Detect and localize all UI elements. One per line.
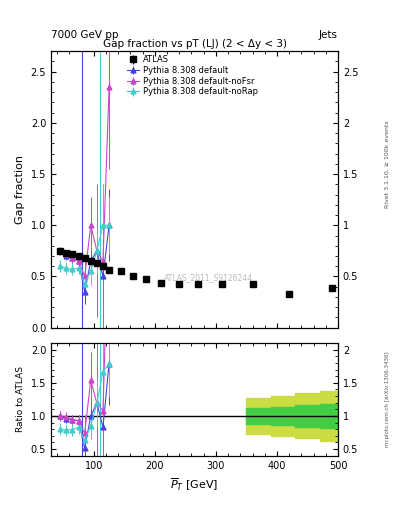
Text: Jets: Jets	[319, 30, 338, 40]
Legend: ATLAS, Pythia 8.308 default, Pythia 8.308 default-noFsr, Pythia 8.308 default-no: ATLAS, Pythia 8.308 default, Pythia 8.30…	[127, 55, 258, 96]
Y-axis label: Gap fraction: Gap fraction	[15, 155, 25, 224]
Y-axis label: Ratio to ATLAS: Ratio to ATLAS	[16, 367, 25, 432]
Text: Rivet 3.1.10, ≥ 100k events: Rivet 3.1.10, ≥ 100k events	[385, 120, 389, 208]
Title: Gap fraction vs pT (LJ) (2 < Δy < 3): Gap fraction vs pT (LJ) (2 < Δy < 3)	[103, 39, 286, 49]
Text: mcplots.cern.ch [arXiv:1306.3436]: mcplots.cern.ch [arXiv:1306.3436]	[385, 352, 389, 447]
X-axis label: $\overline{P}_T$ [GeV]: $\overline{P}_T$ [GeV]	[171, 476, 219, 493]
Text: 7000 GeV pp: 7000 GeV pp	[51, 30, 119, 40]
Text: ATLAS_2011_S9126244: ATLAS_2011_S9126244	[164, 273, 253, 283]
